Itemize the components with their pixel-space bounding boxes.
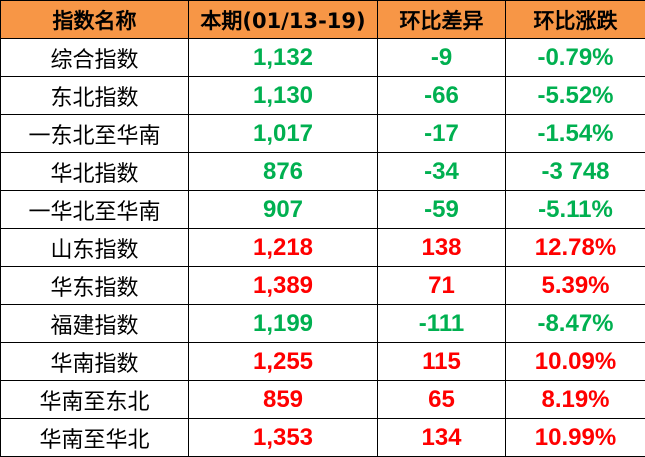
cell-pct: 12.78% [505,228,645,267]
cell-current: 1,218 [188,228,378,267]
cell-pct: -1.54% [505,114,645,153]
cell-current: 1,017 [188,114,378,153]
cell-diff: -17 [377,114,506,153]
cell-name: 综合指数 [0,38,189,77]
cell-current: 907 [188,190,378,229]
table-row: 山东指数 1,218 138 12.78% [0,228,645,267]
cell-current: 876 [188,152,378,191]
header-row: 指数名称 本期(01/13-19) 环比差异 环比涨跌 [0,0,645,39]
table-row: 综合指数 1,132 -9 -0.79% [0,38,645,77]
cell-name: 福建指数 [0,304,189,343]
table-row: 华东指数 1,389 71 5.39% [0,266,645,305]
table-row: 华南至华北 1,353 134 10.99% [0,418,645,457]
cell-pct: 5.39% [505,266,645,305]
table-row: 华北指数 876 -34 -3 748 [0,152,645,191]
header-pct: 环比涨跌 [505,0,645,39]
cell-pct: -8.47% [505,304,645,343]
cell-current: 1,130 [188,76,378,115]
cell-current: 1,199 [188,304,378,343]
table-row: 一东北至华南 1,017 -17 -1.54% [0,114,645,153]
cell-current: 859 [188,380,378,419]
cell-diff: -111 [377,304,506,343]
cell-diff: 71 [377,266,506,305]
cell-name: 华北指数 [0,152,189,191]
cell-pct: -5.52% [505,76,645,115]
cell-pct: 10.09% [505,342,645,381]
table-row: 华南指数 1,255 115 10.09% [0,342,645,381]
cell-name: 东北指数 [0,76,189,115]
cell-name: 华南指数 [0,342,189,381]
cell-pct: -0.79% [505,38,645,77]
table-row: 华南至东北 859 65 8.19% [0,380,645,419]
cell-name: 华南至华北 [0,418,189,457]
cell-current: 1,132 [188,38,378,77]
table-row: 东北指数 1,130 -66 -5.52% [0,76,645,115]
cell-diff: -59 [377,190,506,229]
cell-pct: -5.11% [505,190,645,229]
header-current: 本期(01/13-19) [188,0,378,39]
cell-current: 1,353 [188,418,378,457]
cell-diff: -66 [377,76,506,115]
header-diff: 环比差异 [377,0,506,39]
cell-diff: -9 [377,38,506,77]
cell-diff: 65 [377,380,506,419]
cell-name: 华南至东北 [0,380,189,419]
cell-name: 华东指数 [0,266,189,305]
cell-diff: 134 [377,418,506,457]
table-row: 福建指数 1,199 -111 -8.47% [0,304,645,343]
cell-current: 1,389 [188,266,378,305]
cell-name: 山东指数 [0,228,189,267]
cell-current: 1,255 [188,342,378,381]
cell-pct: 10.99% [505,418,645,457]
cell-diff: 138 [377,228,506,267]
cell-diff: -34 [377,152,506,191]
cell-diff: 115 [377,342,506,381]
cell-name: 一华北至华南 [0,190,189,229]
table-row: 一华北至华南 907 -59 -5.11% [0,190,645,229]
cell-pct: 8.19% [505,380,645,419]
header-name: 指数名称 [0,0,189,39]
cell-name: 一东北至华南 [0,114,189,153]
cell-pct: -3 748 [505,152,645,191]
